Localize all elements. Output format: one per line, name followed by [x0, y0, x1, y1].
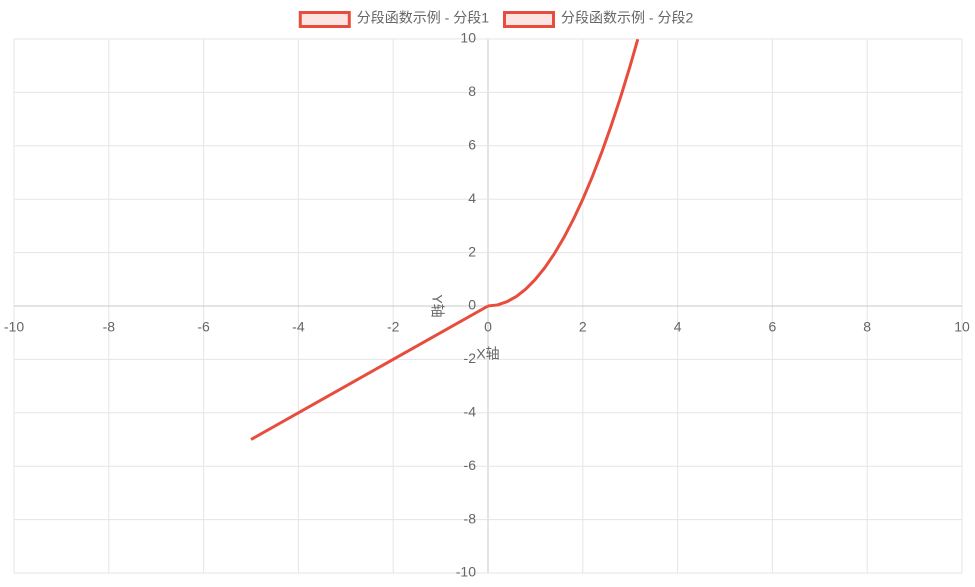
y-tick-label: -8	[464, 510, 477, 526]
line-series	[487, 38, 640, 308]
x-tick-label: -6	[197, 319, 210, 335]
y-tick-label: -2	[464, 350, 477, 366]
x-axis-title: X轴	[476, 346, 499, 362]
y-tick-label: 0	[468, 297, 476, 313]
grid: -10 -8 -6 -4 -2 0 2 4 6 8 10 -10 -8 -6 -4 -2 0 2 4 6 8 10 X轴 Y轴	[4, 30, 970, 580]
x-tick-label: -8	[103, 319, 116, 335]
legend: 分段函数示例 - 分段1 分段函数示例 - 分段2	[298, 10, 693, 28]
plot	[250, 38, 640, 441]
y-tick-label: 10	[460, 30, 476, 46]
line-series	[250, 304, 489, 441]
x-tick-label: 2	[579, 319, 587, 335]
legend-swatch	[298, 11, 351, 28]
legend-swatch	[503, 11, 555, 28]
x-tick-label: -2	[387, 319, 400, 335]
y-tick-label: -10	[456, 564, 476, 580]
legend-label: 分段函数示例 - 分段1	[357, 10, 489, 26]
x-tick-label: 4	[674, 319, 682, 335]
y-tick-label: 8	[468, 83, 476, 99]
x-tick-label: 6	[769, 319, 777, 335]
x-tick-label: 10	[954, 319, 970, 335]
y-tick-label: -6	[464, 457, 477, 473]
x-tick-label: 8	[863, 319, 871, 335]
y-tick-label: 2	[468, 243, 476, 259]
y-axis-title: Y轴	[429, 294, 445, 317]
x-tick-label: -10	[4, 319, 24, 335]
legend-label: 分段函数示例 - 分段2	[561, 10, 693, 26]
y-tick-label: 4	[468, 190, 476, 206]
x-tick-label: 0	[484, 319, 492, 335]
y-tick-label: -4	[464, 404, 477, 420]
x-tick-label: -4	[292, 319, 305, 335]
y-tick-label: 6	[468, 137, 476, 153]
